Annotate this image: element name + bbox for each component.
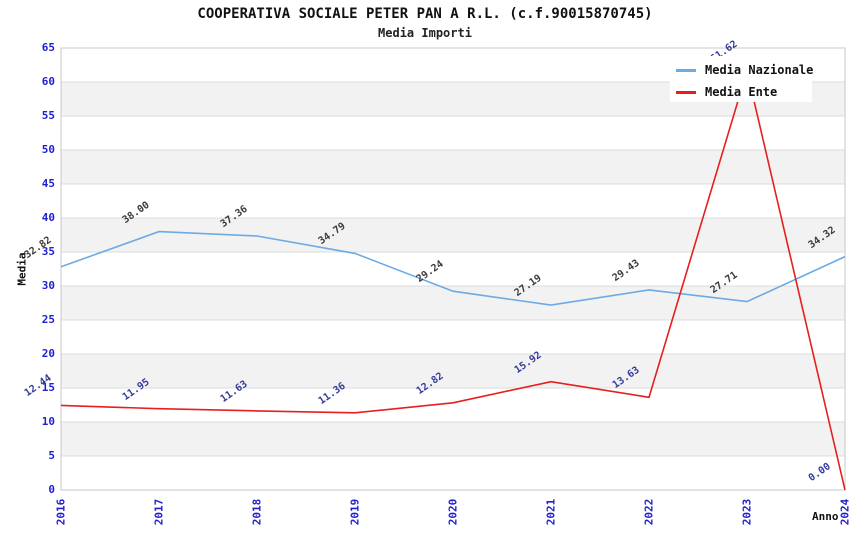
plot-band [61, 422, 845, 456]
chart-subtitle: Media Importi [378, 26, 472, 40]
legend-label-media-nazionale: Media Nazionale [705, 63, 814, 77]
media-ente-line [60, 67, 846, 491]
plot-band [61, 218, 845, 252]
media-ente-line-swatch-icon [676, 90, 696, 94]
plot-band [61, 150, 845, 184]
plot-border [60, 47, 846, 491]
legend-label-media-ente: Media Ente [705, 85, 778, 99]
media-nazionale-line [60, 230, 846, 306]
legend-item-media-ente: Media Ente [676, 82, 812, 102]
plot-band [61, 354, 845, 388]
media-nazionale-line-swatch-icon [676, 68, 696, 72]
legend-item-media-nazionale: Media Nazionale [676, 60, 814, 80]
legend: Media Nazionale Media Ente [670, 56, 814, 102]
chart-title: COOPERATIVA SOCIALE PETER PAN A R.L. (c.… [197, 6, 653, 22]
